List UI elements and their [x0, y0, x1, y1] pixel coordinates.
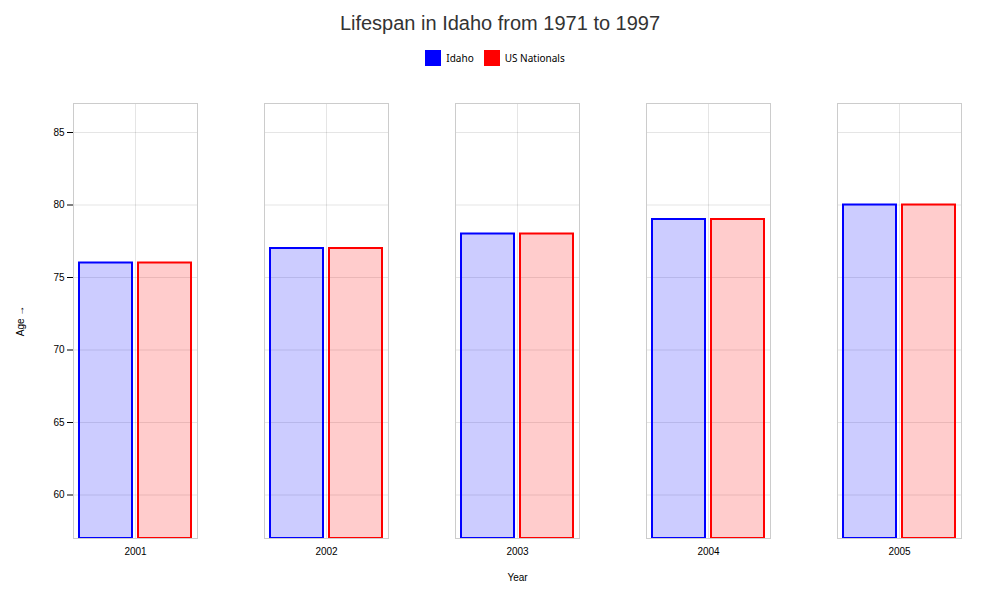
svg-text:75: 75	[53, 272, 65, 283]
svg-text:Year: Year	[507, 572, 528, 583]
svg-text:Age →: Age →	[15, 306, 26, 337]
svg-text:2002: 2002	[315, 546, 338, 557]
svg-text:80: 80	[53, 199, 65, 210]
html-text:Lifespan in Idaho from 1971 to: Lifespan in Idaho from 1971 to 1997	[339, 12, 661, 34]
svg-text:2001: 2001	[124, 546, 147, 557]
svg-text:2005: 2005	[888, 546, 911, 557]
svg-text:2004: 2004	[697, 546, 720, 557]
html-text:US Nationals: US Nationals	[504, 50, 565, 65]
svg-text:85: 85	[53, 127, 65, 138]
svg-text:60: 60	[53, 489, 65, 500]
svg-text:2003: 2003	[506, 546, 529, 557]
svg-text:70: 70	[53, 344, 65, 355]
svg-text:65: 65	[53, 417, 65, 428]
html-text:Idaho: Idaho	[446, 50, 474, 65]
